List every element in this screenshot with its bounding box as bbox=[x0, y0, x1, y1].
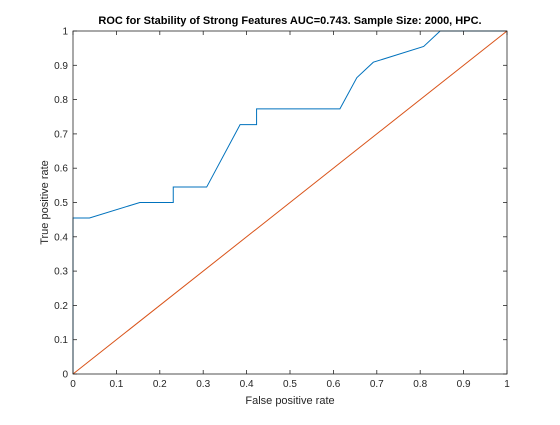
y-tick-label: 0.8 bbox=[54, 95, 68, 106]
y-tick-label: 0.1 bbox=[54, 335, 68, 346]
y-tick-label: 0.3 bbox=[54, 267, 68, 278]
x-tick-label: 1 bbox=[504, 379, 510, 390]
x-axis-label: False positive rate bbox=[245, 395, 334, 407]
x-tick-label: 0.5 bbox=[283, 379, 297, 390]
x-tick-label: 0.1 bbox=[109, 379, 123, 390]
y-tick-label: 0.2 bbox=[54, 301, 68, 312]
y-axis-label: True positive rate bbox=[39, 160, 51, 245]
x-tick-label: 0.7 bbox=[370, 379, 384, 390]
x-tick-label: 0.4 bbox=[240, 379, 254, 390]
x-tick-label: 0.8 bbox=[413, 379, 427, 390]
x-tick-label: 0.3 bbox=[196, 379, 210, 390]
y-tick-label: 0.4 bbox=[54, 232, 68, 243]
x-tick-label: 0.2 bbox=[153, 379, 167, 390]
x-tick-label: 0.9 bbox=[457, 379, 471, 390]
x-tick-label: 0 bbox=[70, 379, 76, 390]
y-tick-label: 0 bbox=[62, 370, 68, 381]
chart-title: ROC for Stability of Strong Features AUC… bbox=[98, 15, 481, 27]
y-tick-label: 0.6 bbox=[54, 164, 68, 175]
x-tick-label: 0.6 bbox=[326, 379, 340, 390]
y-tick-label: 0.7 bbox=[54, 129, 68, 140]
y-tick-label: 0.5 bbox=[54, 198, 68, 209]
y-tick-label: 0.9 bbox=[54, 61, 68, 72]
y-tick-label: 1 bbox=[62, 27, 68, 38]
